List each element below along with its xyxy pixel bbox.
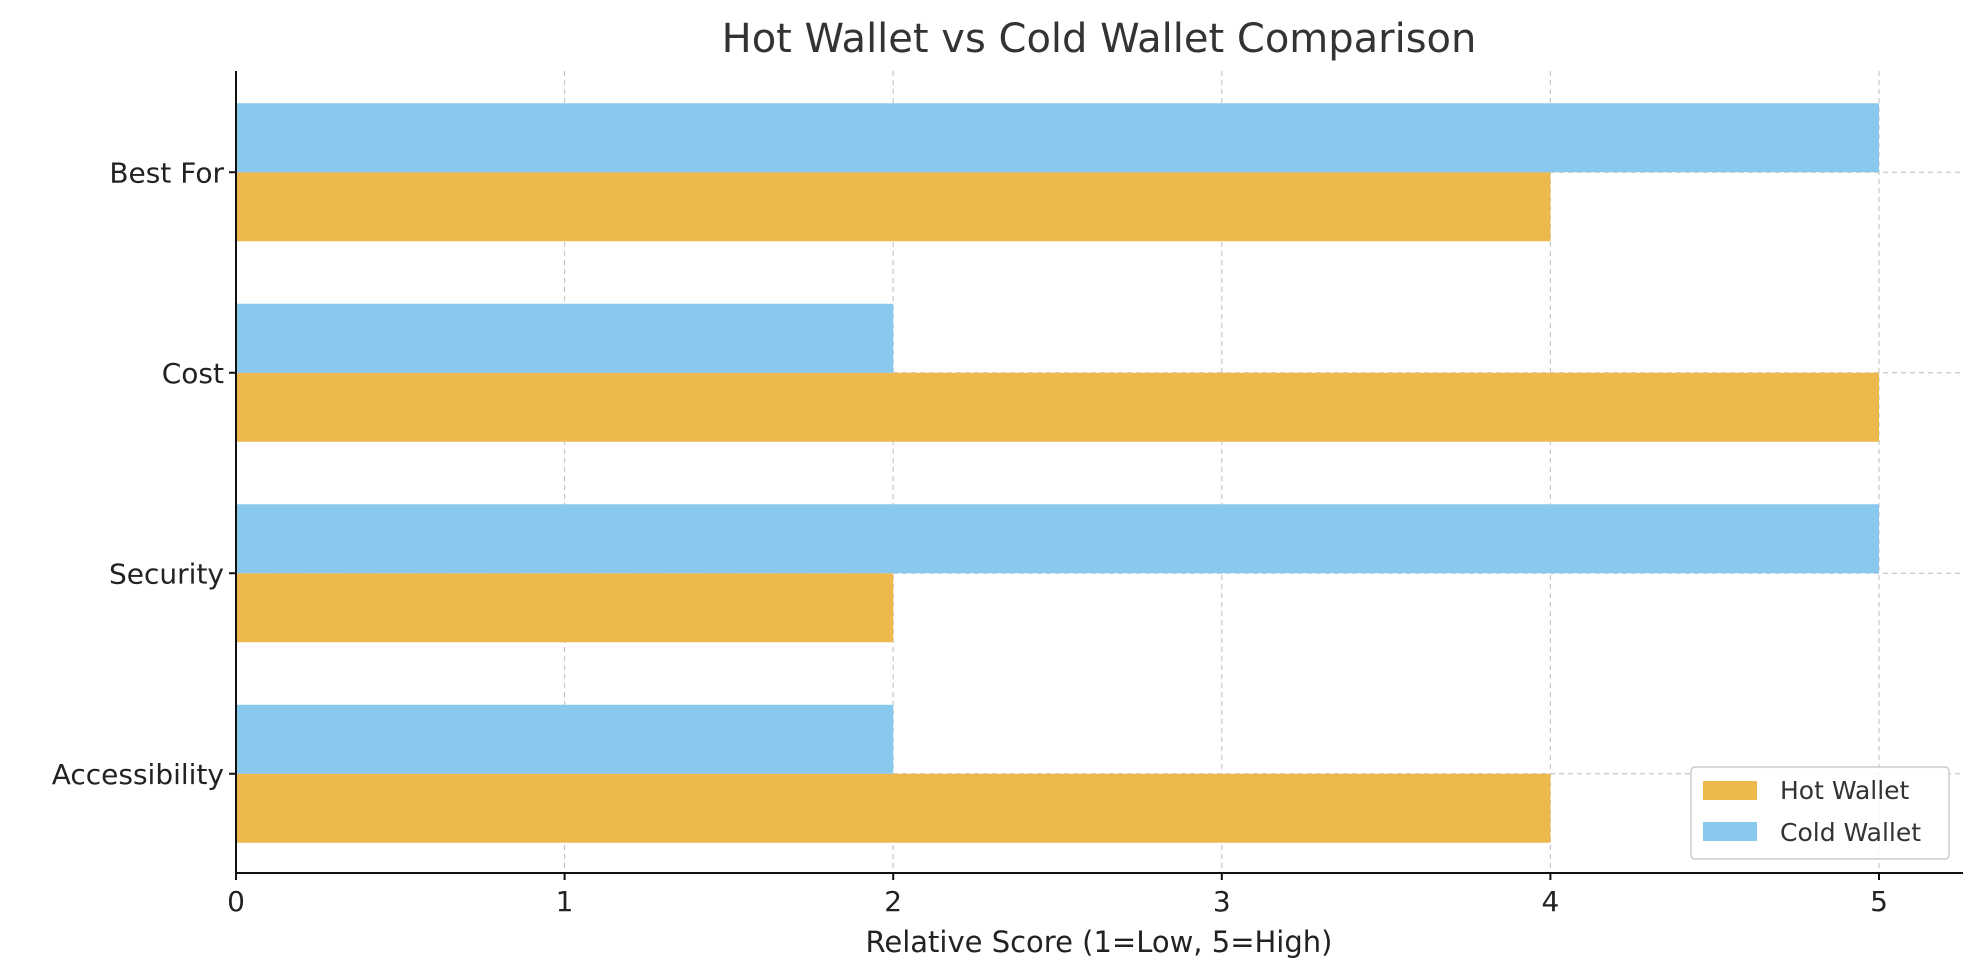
legend-swatch-hot-wallet (1703, 781, 1757, 800)
legend: Hot Wallet Cold Wallet (1690, 766, 1950, 860)
legend-swatch-cold-wallet (1703, 822, 1757, 841)
x-tick-label: 1 (556, 885, 574, 918)
y-tick-label: Best For (109, 156, 224, 189)
x-tick-label: 5 (1870, 885, 1888, 918)
y-tick-label: Accessibility (52, 758, 224, 791)
bar-hot-wallet-cost (236, 372, 1879, 442)
x-tick-label: 0 (227, 885, 245, 918)
bar-cold-wallet-best-for (236, 103, 1879, 173)
bar-cold-wallet-cost (236, 303, 894, 373)
bar-hot-wallet-security (236, 573, 894, 643)
axes (235, 71, 1963, 874)
ticks: Accessibility Security Cost Best For 0 1 2 3 4 5 (52, 156, 1888, 918)
legend-label-cold-wallet: Cold Wallet (1780, 818, 1921, 847)
bar-hot-wallet-best-for (236, 172, 1551, 242)
bar-cold-wallet-accessibility (236, 704, 894, 774)
bar-cold-wallet-security (236, 504, 1879, 574)
x-axis-label: Relative Score (1=Low, 5=High) (866, 925, 1333, 959)
chart-title: Hot Wallet vs Cold Wallet Comparison (722, 16, 1477, 62)
x-tick-label: 2 (884, 885, 902, 918)
bar-hot-wallet-accessibility (236, 773, 1551, 843)
bars (236, 103, 1879, 843)
x-tick-label: 4 (1541, 885, 1559, 918)
y-tick-label: Security (109, 557, 224, 590)
y-tick-label: Cost (162, 357, 224, 390)
legend-label-hot-wallet: Hot Wallet (1780, 776, 1910, 805)
x-tick-label: 3 (1213, 885, 1231, 918)
